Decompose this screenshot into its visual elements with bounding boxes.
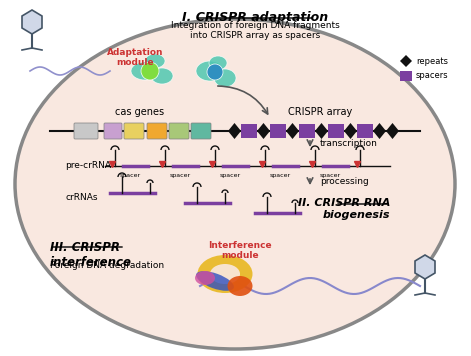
Text: spacer: spacer: [170, 173, 191, 178]
Text: II. CRISPR RNA
biogenesis: II. CRISPR RNA biogenesis: [298, 198, 390, 220]
Polygon shape: [22, 10, 42, 34]
Text: processing: processing: [320, 178, 369, 187]
Bar: [241, 124, 257, 138]
Circle shape: [207, 64, 223, 80]
Polygon shape: [415, 255, 435, 279]
Text: cas genes: cas genes: [115, 107, 164, 117]
FancyBboxPatch shape: [169, 123, 189, 139]
FancyBboxPatch shape: [147, 123, 167, 139]
Text: spacer: spacer: [269, 173, 291, 178]
Text: crRNAs: crRNAs: [65, 194, 97, 203]
Text: Interference
module: Interference module: [208, 241, 272, 260]
Ellipse shape: [214, 69, 236, 87]
Ellipse shape: [145, 54, 165, 68]
Text: I. CRISPR adaptation: I. CRISPR adaptation: [182, 11, 328, 24]
Text: III. CRISPR
interference: III. CRISPR interference: [50, 241, 132, 269]
Text: transcription: transcription: [320, 140, 378, 148]
Bar: [270, 124, 286, 138]
FancyBboxPatch shape: [191, 123, 211, 139]
Polygon shape: [286, 123, 299, 139]
Polygon shape: [386, 123, 399, 139]
Text: spacer: spacer: [120, 173, 140, 178]
Ellipse shape: [209, 56, 227, 70]
Polygon shape: [315, 123, 328, 139]
Text: spacer: spacer: [219, 173, 241, 178]
Polygon shape: [228, 123, 241, 139]
Ellipse shape: [195, 271, 215, 285]
Ellipse shape: [196, 61, 224, 81]
Ellipse shape: [210, 264, 240, 284]
Ellipse shape: [196, 271, 234, 291]
FancyBboxPatch shape: [104, 123, 122, 139]
Ellipse shape: [131, 62, 159, 80]
Text: spacers: spacers: [416, 72, 448, 80]
Polygon shape: [373, 123, 386, 139]
Text: repeats: repeats: [416, 57, 448, 66]
Polygon shape: [257, 123, 270, 139]
Text: Integration of foreign DNA fragments
into CRISPR array as spacers: Integration of foreign DNA fragments int…: [171, 21, 340, 40]
FancyBboxPatch shape: [74, 123, 98, 139]
Ellipse shape: [151, 68, 173, 84]
Text: spacer: spacer: [319, 173, 341, 178]
Text: Adaptation
module: Adaptation module: [107, 48, 163, 67]
FancyBboxPatch shape: [124, 123, 144, 139]
Ellipse shape: [197, 255, 252, 293]
Text: pre-crRNA: pre-crRNA: [65, 162, 111, 171]
Bar: [357, 124, 373, 138]
Bar: [400, 71, 412, 81]
Text: CRISPR array: CRISPR array: [288, 107, 352, 117]
Ellipse shape: [15, 19, 455, 349]
Polygon shape: [344, 123, 357, 139]
Text: Foreign DNA degradation: Foreign DNA degradation: [50, 261, 164, 270]
Ellipse shape: [227, 276, 252, 296]
Bar: [299, 124, 315, 138]
Bar: [328, 124, 344, 138]
Polygon shape: [400, 55, 412, 67]
Circle shape: [141, 62, 159, 80]
